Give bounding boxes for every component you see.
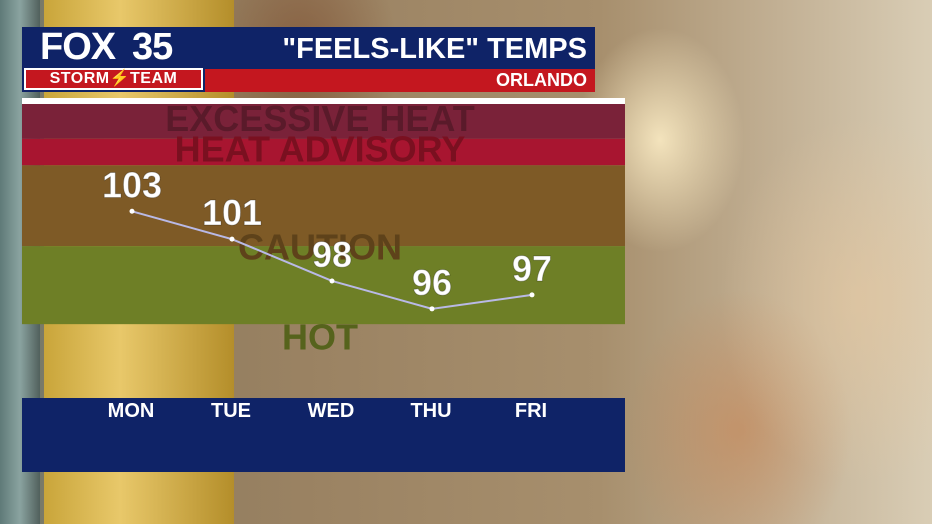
storm-team-label: STORM⚡TEAM <box>24 68 203 90</box>
day-label-2: WED <box>308 400 355 422</box>
zone-label-1: HEAT ADVISORY <box>175 129 466 170</box>
chart-top-border <box>22 98 625 104</box>
zone-band-3 <box>22 246 625 325</box>
data-label-3: 96 <box>412 262 452 303</box>
zone-band-2 <box>22 165 625 247</box>
chart-title: "FEELS-LIKE" TEMPS <box>282 33 587 65</box>
data-label-0: 103 <box>102 164 162 205</box>
day-label-0: MON <box>108 400 155 422</box>
day-label-4: FRI <box>515 400 547 422</box>
logo-number: 35 <box>132 26 173 68</box>
zone-label-0: EXCESSIVE HEAT <box>165 98 474 139</box>
zone-label-3: HOT <box>282 317 358 358</box>
data-point-3 <box>429 306 435 312</box>
data-point-4 <box>529 292 535 298</box>
data-point-0 <box>129 208 135 214</box>
day-axis-band <box>22 398 625 472</box>
data-label-4: 97 <box>512 248 552 289</box>
data-point-2 <box>329 278 335 284</box>
data-label-2: 98 <box>312 234 352 275</box>
zone-band-1 <box>22 138 625 166</box>
logo-text: FOX <box>40 26 116 68</box>
data-label-1: 101 <box>202 192 262 233</box>
zone-band-0 <box>22 104 625 139</box>
feels-like-chart: EXCESSIVE HEAT HEAT ADVISORY CAUTION HOT 103… <box>22 98 625 472</box>
data-point-1 <box>229 236 235 242</box>
day-label-3: THU <box>410 400 451 422</box>
day-label-1: TUE <box>211 400 251 422</box>
zone-label-2: CAUTION <box>238 227 402 268</box>
chart-location: ORLANDO <box>496 70 587 90</box>
